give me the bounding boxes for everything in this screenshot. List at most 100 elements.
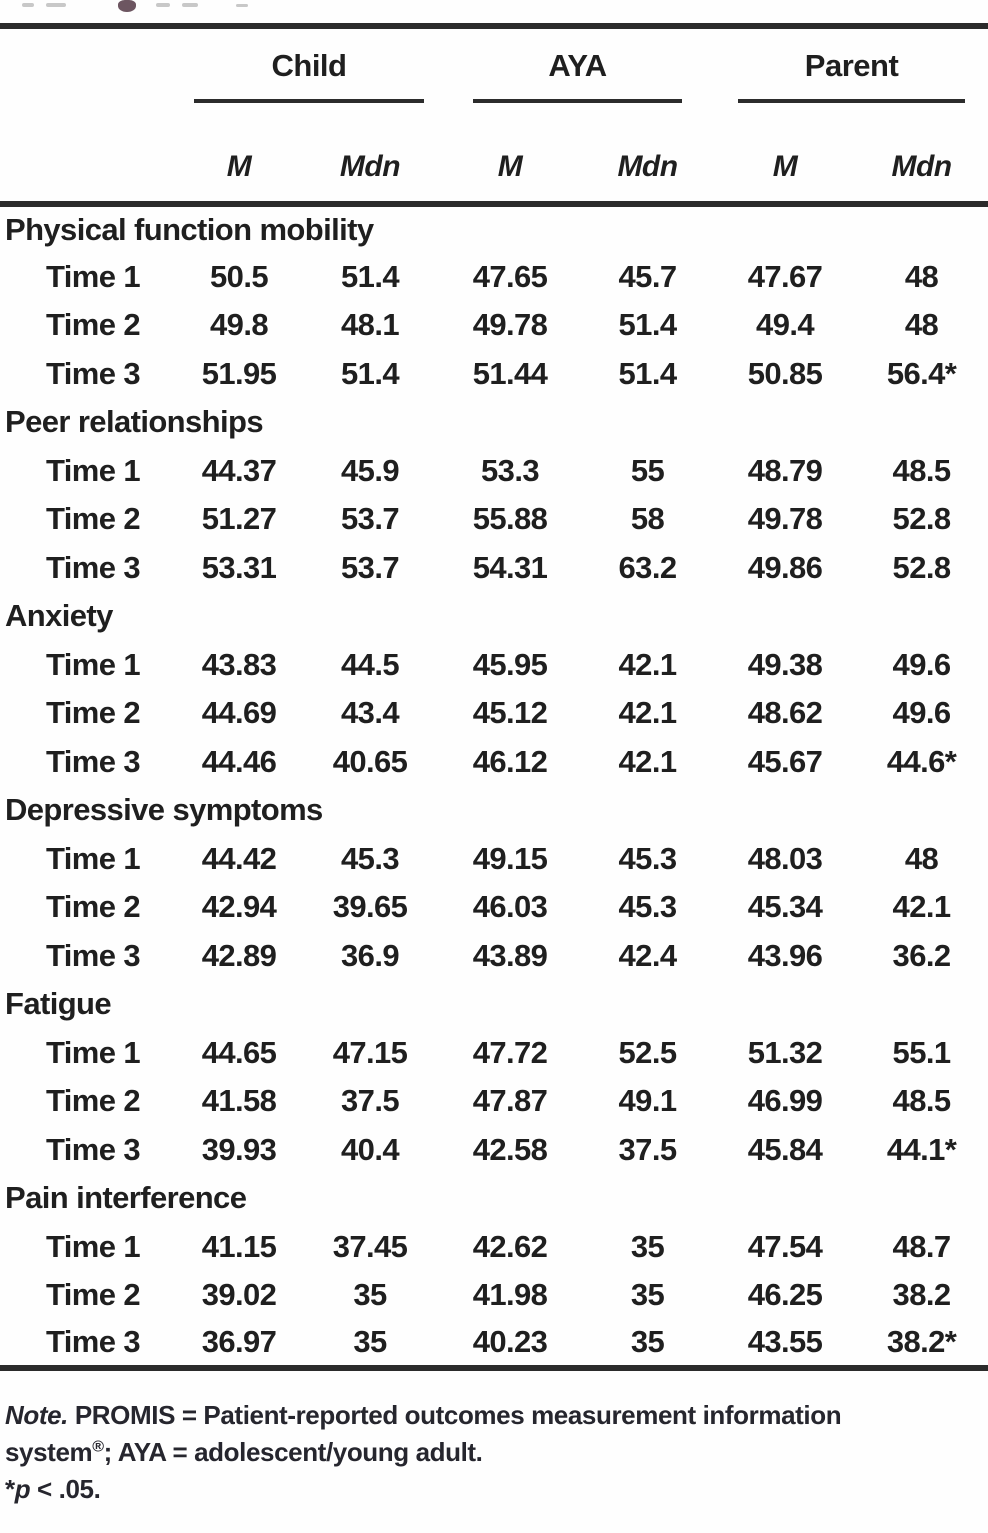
cell-value: 48.62 xyxy=(747,695,823,731)
data-row: Time 1 43.83 44.5 45.95 42.1 49.38 49.6 xyxy=(0,641,988,690)
data-row: Time 1 41.15 37.45 42.62 35 47.54 48.7 xyxy=(0,1223,988,1272)
cell-value: 51.4 xyxy=(341,258,400,294)
cell-value: 47.15 xyxy=(332,1034,408,1070)
cell-value: 37.5 xyxy=(618,1131,678,1167)
section-name: Depressive symptoms xyxy=(5,792,323,828)
section-name: Peer relationships xyxy=(5,404,264,440)
cell-value: 38.2* xyxy=(886,1324,957,1360)
cell-value: 51.95 xyxy=(201,355,277,391)
cell-value: 39.93 xyxy=(201,1131,277,1167)
cell-value: 49.78 xyxy=(747,501,823,537)
section-name: Anxiety xyxy=(5,598,113,634)
cell-value: 44.65 xyxy=(201,1034,277,1070)
col-header-aya-mdn: Mdn xyxy=(580,133,716,207)
cell-value: 49.15 xyxy=(472,840,548,876)
cell-value: 44.1* xyxy=(886,1131,957,1167)
cell-value: 42.1 xyxy=(618,695,678,731)
header-spacer xyxy=(0,133,178,207)
header-spacer xyxy=(0,26,178,133)
row-label: Time 3 xyxy=(46,1324,141,1360)
data-row: Time 3 53.31 53.7 54.31 63.2 49.86 52.8 xyxy=(0,544,988,593)
group-underline-parent xyxy=(738,99,965,103)
cell-value: 49.6 xyxy=(892,695,952,731)
cell-value: 38.2 xyxy=(892,1277,952,1313)
cell-value: 44.37 xyxy=(201,452,277,488)
row-label: Time 2 xyxy=(46,695,141,731)
group-underline-aya xyxy=(473,99,682,103)
section-header-row: Peer relationships xyxy=(0,398,988,447)
cell-value: 55.1 xyxy=(892,1034,952,1070)
group-header-aya: AYA xyxy=(440,26,715,133)
subheader-row: M Mdn M Mdn M Mdn xyxy=(0,133,988,207)
cell-value: 45.3 xyxy=(618,889,678,925)
col-header-aya-m: M xyxy=(440,133,580,207)
cell-value: 41.15 xyxy=(201,1228,277,1264)
footnote-line-2: system®; AYA = adolescent/young adult. xyxy=(5,1434,978,1471)
cell-value: 44.6* xyxy=(886,743,957,779)
cell-value: 44.5 xyxy=(341,646,400,682)
cell-value: 53.3 xyxy=(481,452,540,488)
cell-value: 58 xyxy=(630,501,665,537)
cell-value: 46.12 xyxy=(472,743,548,779)
sig-rest: < .05. xyxy=(30,1474,101,1504)
data-row: Time 2 41.58 37.5 47.87 49.1 46.99 48.5 xyxy=(0,1077,988,1126)
cell-value: 35 xyxy=(630,1324,665,1360)
cell-value: 45.9 xyxy=(341,452,400,488)
row-label: Time 2 xyxy=(46,1083,141,1119)
cell-value: 48 xyxy=(904,840,939,876)
cell-value: 43.4 xyxy=(341,695,400,731)
row-label: Time 2 xyxy=(46,889,141,925)
cell-value: 42.58 xyxy=(472,1131,548,1167)
row-label: Time 1 xyxy=(46,840,141,876)
cell-value: 42.62 xyxy=(472,1228,548,1264)
row-label: Time 2 xyxy=(46,501,141,537)
data-row: Time 1 44.65 47.15 47.72 52.5 51.32 55.1 xyxy=(0,1029,988,1078)
cell-value: 53.7 xyxy=(341,501,400,537)
cell-value: 43.96 xyxy=(747,937,823,973)
data-row: Time 3 44.46 40.65 46.12 42.1 45.67 44.6* xyxy=(0,738,988,787)
cell-value: 40.4 xyxy=(341,1131,400,1167)
cell-value: 63.2 xyxy=(618,549,678,585)
cell-value: 36.97 xyxy=(201,1324,277,1360)
row-label: Time 3 xyxy=(46,1131,141,1167)
cell-value: 51.4 xyxy=(618,355,678,391)
cell-value: 43.83 xyxy=(201,646,277,682)
section-name: Fatigue xyxy=(5,986,112,1022)
data-row: Time 2 44.69 43.4 45.12 42.1 48.62 49.6 xyxy=(0,689,988,738)
table-footnotes: Note. PROMIS = Patient-reported outcomes… xyxy=(5,1397,978,1508)
group-label-parent: Parent xyxy=(804,48,899,83)
cell-value: 45.12 xyxy=(472,695,548,731)
cropped-glyph xyxy=(118,0,136,12)
cell-value: 56.4* xyxy=(886,355,957,391)
cell-value: 35 xyxy=(630,1277,665,1313)
cell-value: 49.4 xyxy=(756,307,815,343)
cell-value: 51.4 xyxy=(618,307,678,343)
table-header: Child AYA Parent M Mdn M Mdn M xyxy=(0,26,988,207)
cell-value: 48.5 xyxy=(892,452,952,488)
cell-value: 49.86 xyxy=(747,549,823,585)
cell-value: 37.5 xyxy=(341,1083,400,1119)
cell-value: 45.84 xyxy=(747,1131,823,1167)
cell-value: 53.31 xyxy=(201,549,277,585)
cell-value: 51.44 xyxy=(472,355,548,391)
cell-value: 48.1 xyxy=(341,307,400,343)
cell-value: 39.02 xyxy=(201,1277,277,1313)
cell-value: 45.67 xyxy=(747,743,823,779)
cell-value: 50.5 xyxy=(210,258,269,294)
sig-p: p xyxy=(14,1474,31,1504)
row-label: Time 1 xyxy=(46,1228,141,1264)
section-header-row: Pain interference xyxy=(0,1174,988,1223)
cell-value: 47.67 xyxy=(747,258,823,294)
section-header-row: Depressive symptoms xyxy=(0,786,988,835)
cell-value: 55.88 xyxy=(472,501,548,537)
cell-value: 43.89 xyxy=(472,937,548,973)
cell-value: 49.38 xyxy=(747,646,823,682)
cell-value: 47.54 xyxy=(747,1228,823,1264)
cell-value: 45.7 xyxy=(618,258,678,294)
data-row: Time 2 42.94 39.65 46.03 45.3 45.34 42.1 xyxy=(0,883,988,932)
row-label: Time 2 xyxy=(46,307,141,343)
group-header-child: Child xyxy=(178,26,440,133)
cell-value: 46.03 xyxy=(472,889,548,925)
section-header-row: Fatigue xyxy=(0,980,988,1029)
row-label: Time 3 xyxy=(46,937,141,973)
